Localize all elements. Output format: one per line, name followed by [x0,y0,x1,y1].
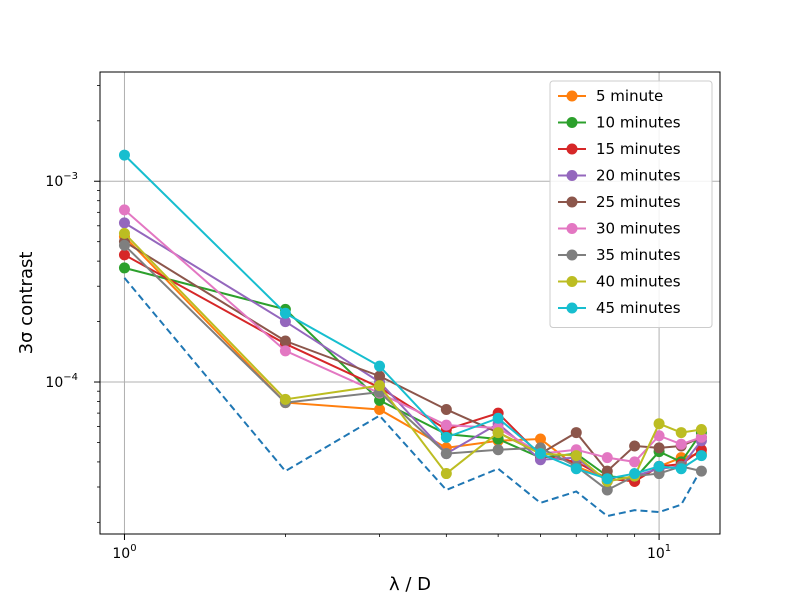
legend-label: 40 minutes [596,273,681,291]
y-axis-label: 3σ contrast [16,252,37,355]
data-point [695,431,707,443]
y-tick-label: 10−3 [45,171,78,190]
legend-entry: 15 minutes [558,140,681,158]
data-point [695,450,707,462]
legend-label: 15 minutes [596,140,681,158]
data-point [374,360,386,372]
legend: 5 minute 10 minutes 15 minutes 20 minutes 25… [549,80,713,328]
legend-marker [566,302,578,314]
x-tick-label: 101 [647,543,671,562]
legend-marker [566,143,578,155]
legend-label: 45 minutes [596,299,681,317]
data-point [695,424,707,436]
data-point [440,448,452,460]
legend-marker [566,276,578,287]
data-point [374,403,386,415]
data-point [629,468,641,480]
data-point [601,484,613,496]
data-point [492,412,504,424]
data-point [653,460,665,472]
data-point [492,427,504,439]
data-point [118,204,130,216]
data-point [653,430,665,442]
data-point [440,468,452,480]
legend-entry: 40 minutes [558,273,681,291]
legend-entry: 30 minutes [558,220,681,238]
axes-frame [99,71,721,535]
legend-label: 35 minutes [596,246,681,264]
data-point [629,456,641,468]
data-point [118,149,130,161]
data-point [118,249,130,261]
legend-box [549,80,713,328]
data-point [675,463,687,475]
data-point [279,345,291,357]
legend-entry: 35 minutes [558,246,681,264]
ticks: 100 101 10−4 10−3 [45,85,671,562]
data-point [279,316,291,328]
legend-marker [566,249,578,261]
reference-dashed-line [123,277,703,518]
legend-marker [566,223,578,234]
legend-marker [566,170,578,181]
data-point [675,438,687,450]
data-point [534,448,546,460]
legend-label: 30 minutes [596,220,681,238]
legend-entry: 25 minutes [558,193,681,211]
legend-marker [566,90,578,102]
data-point [279,393,291,405]
data-point [118,227,130,239]
legend-entry: 45 minutes [558,299,681,317]
legend-entry: 10 minutes [558,114,681,132]
y-tick-label: 10−4 [45,372,78,391]
data-point [570,450,582,462]
x-tick-label: 100 [112,543,136,562]
data-point [440,419,452,431]
x-axis-label: λ / D [389,574,431,595]
legend-marker [566,117,578,128]
data-point [279,335,291,347]
legend-label: 10 minutes [596,114,681,132]
data-point [570,463,582,475]
data-point [629,440,641,452]
data-point [118,239,130,251]
data-point [695,465,707,477]
data-point [601,473,613,485]
data-point [118,262,130,274]
data-point [440,403,452,415]
series-8 [118,149,707,485]
legend-label: 25 minutes [596,193,681,211]
legend-marker [566,196,578,208]
legend-entry: 20 minutes [558,167,681,185]
data-point [374,370,386,382]
legend-entry: 5 minute [558,87,663,105]
legend-label: 20 minutes [596,167,681,185]
data-point [279,307,291,319]
data-point [601,465,613,477]
data-point [653,442,665,454]
plot-area [118,149,707,518]
data-point [601,452,613,464]
data-point [675,427,687,439]
data-point [653,418,665,430]
data-point [374,380,386,392]
legend-label: 5 minute [596,87,663,105]
data-point [492,444,504,456]
data-point [118,217,130,229]
data-point [534,433,546,445]
data-point [440,431,452,443]
data-point [570,427,582,439]
